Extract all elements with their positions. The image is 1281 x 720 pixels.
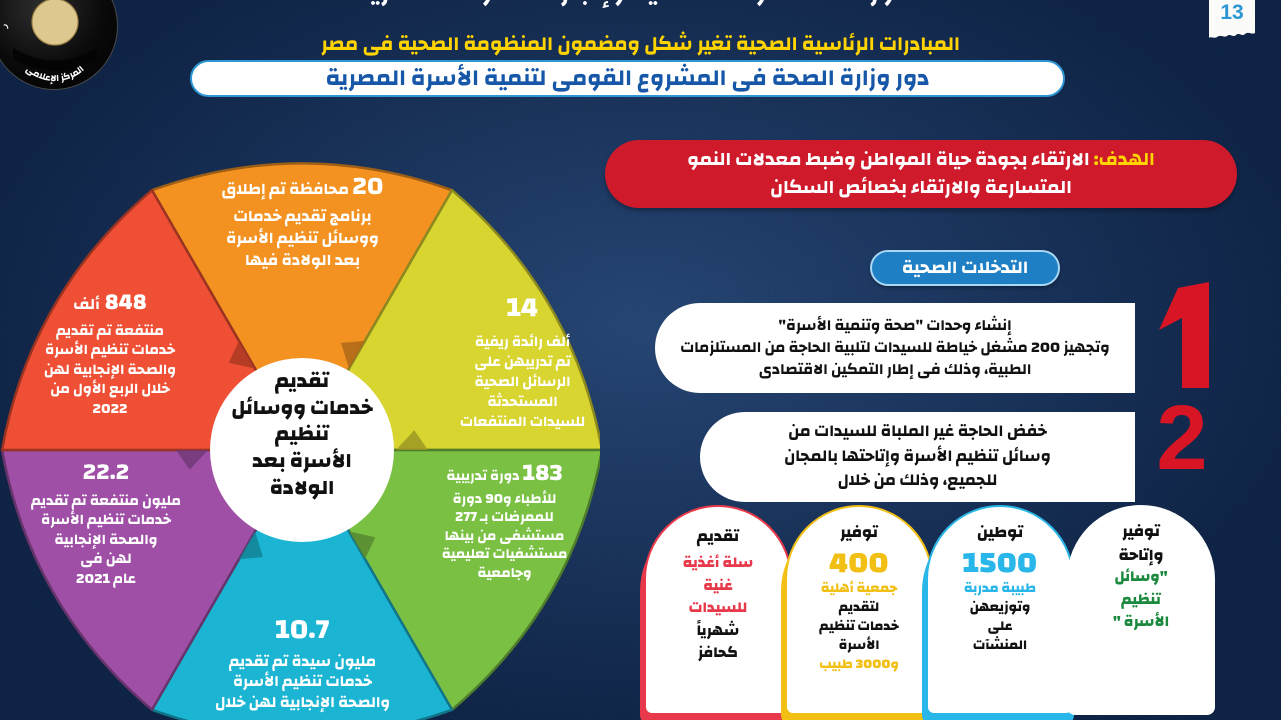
svg-text:رئاسة مجلس الوزراء: رئاسة مجلس الوزراء [0, 0, 9, 29]
